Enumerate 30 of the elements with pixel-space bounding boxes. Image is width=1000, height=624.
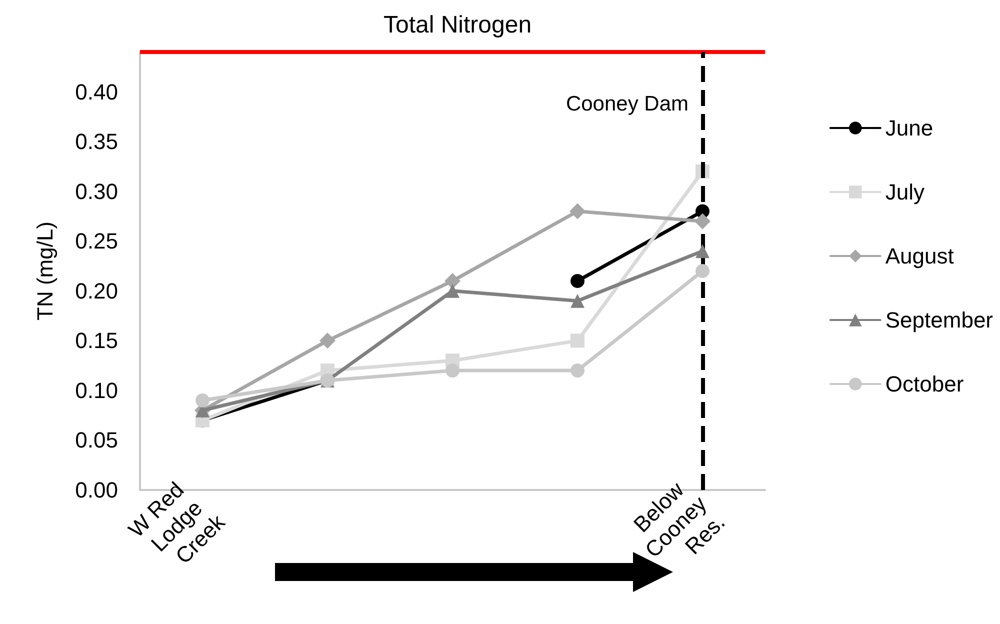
point	[446, 284, 460, 298]
point	[694, 213, 710, 230]
y-tick-label: 0.30	[75, 178, 118, 204]
point	[696, 264, 710, 278]
legend-label: September	[885, 308, 994, 332]
point	[696, 244, 710, 258]
legend-label: August	[885, 244, 954, 268]
y-tick-label: 0.35	[75, 129, 118, 154]
y-tick-label: 0.25	[75, 228, 118, 254]
ref-line-label: Cooney Dam	[566, 92, 688, 116]
chart-title: Total Nitrogen	[383, 12, 532, 38]
legend-label: July	[885, 180, 925, 204]
y-tick-label: 0.10	[75, 378, 118, 403]
legend-label: October	[885, 372, 964, 396]
point	[570, 334, 584, 348]
y-tick-label: 0.40	[75, 79, 118, 104]
point	[320, 332, 336, 349]
y-tick-label: 0.20	[75, 278, 118, 304]
y-tick-label: 0.00	[75, 478, 118, 502]
point	[570, 294, 584, 308]
y-axis-title: TN (mg/L)	[32, 222, 58, 320]
point	[570, 364, 584, 378]
point	[446, 364, 460, 378]
y-tick-label: 0.05	[75, 428, 118, 453]
y-tick-label: 0.15	[75, 328, 118, 354]
point	[196, 393, 210, 408]
point	[444, 272, 460, 289]
point	[570, 203, 586, 220]
point	[570, 274, 584, 288]
legend-label: June	[885, 116, 934, 140]
